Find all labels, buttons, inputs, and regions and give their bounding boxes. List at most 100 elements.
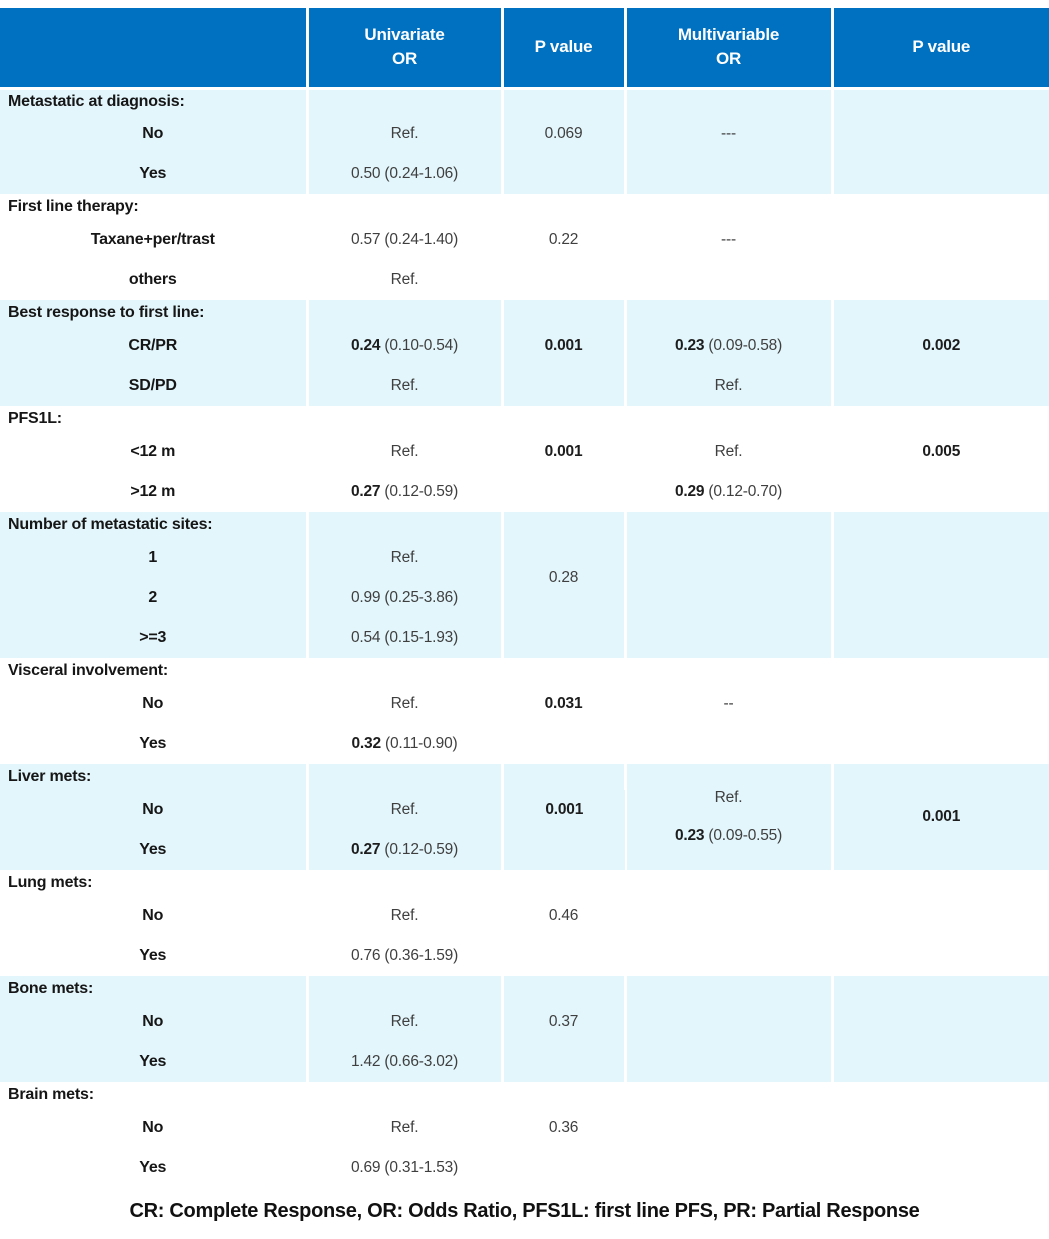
univariate-or-cell: 0.27 (0.12-0.59) [307, 830, 504, 870]
multivariable-or-cell: Ref. [625, 432, 834, 472]
item-label-cell: >12 m [0, 472, 309, 512]
empty-cell [625, 88, 834, 114]
section-label: Liver mets: [0, 764, 309, 790]
or-value: 0.23 [674, 337, 705, 354]
section-label: First line therapy: [0, 194, 309, 220]
univariate-pvalue-cell [502, 1148, 627, 1188]
multivariable-or-cell [625, 1148, 834, 1188]
univariate-or-cell: 0.54 (0.15-1.93) [307, 618, 504, 658]
or-value: 0.32 [351, 735, 382, 752]
pvalue: 0.001 [544, 337, 583, 354]
empty-cell [307, 512, 504, 538]
ci-value: (0.12-0.70) [704, 483, 783, 500]
empty-cell [832, 194, 1049, 220]
multivariable-or-cell: 0.23 (0.09-0.58) [625, 326, 834, 366]
section-row-bone-mets: Bone mets: [0, 976, 1049, 1002]
univariate-or-cell: 1.42 (0.66-3.02) [307, 1042, 504, 1082]
multivariable-or-cell [625, 896, 834, 936]
univariate-pvalue-cell [502, 154, 627, 194]
empty-cell [832, 88, 1049, 114]
empty-cell [307, 764, 504, 790]
univariate-or-cell: 0.24 (0.10-0.54) [307, 326, 504, 366]
multivariable-or-cell: Ref. [625, 366, 834, 406]
empty-cell [307, 300, 504, 326]
multivariable-or-cell: -- [625, 684, 834, 724]
empty-cell [625, 658, 834, 684]
multivariable-or-cell [625, 936, 834, 976]
item-label-cell: No [0, 114, 309, 154]
univariate-pvalue-cell [502, 936, 627, 976]
empty-cell [625, 300, 834, 326]
univariate-or-cell: Ref. [307, 432, 504, 472]
multivariable-pvalue-cell: 0.002 [832, 326, 1049, 366]
table-row: >=3 0.54 (0.15-1.93) [0, 618, 1049, 658]
univariate-or-cell: 0.76 (0.36-1.59) [307, 936, 504, 976]
header-text: Multivariable [677, 25, 780, 45]
header-row: Univariate OR P value Multivariable OR P v… [0, 8, 1049, 90]
univariate-pvalue-cell [502, 618, 627, 658]
section-row-metastatic-at-diagnosis: Metastatic at diagnosis: [0, 88, 1049, 114]
table-row: <12 m Ref. 0.001 Ref. 0.005 [0, 432, 1049, 472]
multivariable-or-cell [625, 1042, 834, 1082]
section-label: Bone mets: [0, 976, 309, 1002]
empty-cell [502, 976, 627, 1002]
section-row-liver-mets: Liver mets: Ref. 0.23 (0.09-0.55) 0.001 [0, 764, 1049, 870]
empty-cell [307, 1082, 504, 1108]
multivariable-pvalue-cell [832, 1108, 1049, 1148]
empty-cell [625, 1082, 834, 1108]
multivariable-pvalue-cell [832, 578, 1049, 618]
table-row: CR/PR 0.24 (0.10-0.54) 0.001 0.23 (0.09-… [0, 326, 1049, 366]
empty-cell [625, 976, 834, 1002]
multivariable-pvalue-cell: 0.005 [832, 432, 1049, 472]
multivariable-pvalue-cell [832, 896, 1049, 936]
multivariable-or-cell [625, 578, 834, 618]
table-row: Yes 0.69 (0.31-1.53) [0, 1148, 1049, 1188]
section-row-brain-mets: Brain mets: [0, 1082, 1049, 1108]
table-row: Yes 0.76 (0.36-1.59) [0, 936, 1049, 976]
table-row: No Ref. 0.37 [0, 1002, 1049, 1042]
univariate-or-cell: Ref. [307, 790, 504, 830]
univariate-or-cell: Ref. [307, 538, 504, 578]
section-row-best-response: Best response to first line: [0, 300, 1049, 326]
or-value: 0.27 [350, 483, 381, 500]
section-row-lung-mets: Lung mets: [0, 870, 1049, 896]
header-text: OR [715, 49, 742, 69]
multivariable-or-cell: Ref. 0.23 (0.09-0.55) [625, 764, 834, 870]
item-label-cell: <12 m [0, 432, 309, 472]
empty-cell [502, 658, 627, 684]
multivariable-or-cell [625, 618, 834, 658]
section-label: Brain mets: [0, 1082, 309, 1108]
empty-cell [502, 300, 627, 326]
empty-cell [625, 194, 834, 220]
empty-cell [625, 512, 834, 538]
ci-value: (0.09-0.58) [704, 337, 783, 354]
multivariable-or-cell [625, 538, 834, 578]
pvalue: 0.001 [545, 801, 584, 818]
table-row: >12 m 0.27 (0.12-0.59) 0.29 (0.12-0.70) [0, 472, 1049, 512]
item-label-cell: others [0, 260, 309, 300]
univariate-pvalue-cell: 0.22 [502, 220, 627, 260]
empty-cell [502, 764, 627, 790]
univariate-or-cell: Ref. [307, 114, 504, 154]
univariate-pvalue-cell [502, 260, 627, 300]
univariate-or-cell: 0.57 (0.24-1.40) [307, 220, 504, 260]
pvalue: 0.002 [922, 337, 961, 354]
multivariable-pvalue-cell [832, 154, 1049, 194]
univariate-pvalue-cell [502, 830, 625, 870]
table-row: No Ref. 0.46 [0, 896, 1049, 936]
empty-cell [502, 406, 627, 432]
column-header-univariate-or: Univariate OR [307, 8, 504, 90]
item-label-cell: 2 [0, 578, 309, 618]
item-label-cell: Yes [0, 724, 309, 764]
section-label: Lung mets: [0, 870, 309, 896]
header-text: OR [391, 49, 418, 69]
univariate-or-cell: Ref. [307, 1002, 504, 1042]
empty-cell [832, 406, 1049, 432]
ci-value: (0.10-0.54) [380, 337, 459, 354]
item-label-cell: >=3 [0, 618, 309, 658]
ci-value: (0.12-0.59) [380, 841, 459, 858]
univariate-or-cell: Ref. [307, 1108, 504, 1148]
multivariable-pvalue-cell [832, 220, 1049, 260]
multivariable-or-cell [625, 260, 834, 300]
